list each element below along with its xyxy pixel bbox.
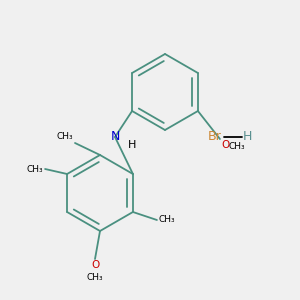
- Text: CH₃: CH₃: [159, 215, 175, 224]
- Text: CH₃: CH₃: [229, 142, 245, 151]
- Text: O: O: [221, 140, 229, 150]
- Text: H: H: [128, 140, 136, 150]
- Text: CH₃: CH₃: [26, 164, 43, 173]
- Text: H: H: [243, 130, 252, 143]
- Text: O: O: [91, 260, 99, 270]
- Text: N: N: [110, 130, 120, 142]
- Text: CH₃: CH₃: [56, 132, 73, 141]
- Text: Br: Br: [208, 130, 222, 143]
- Text: CH₃: CH₃: [87, 273, 103, 282]
